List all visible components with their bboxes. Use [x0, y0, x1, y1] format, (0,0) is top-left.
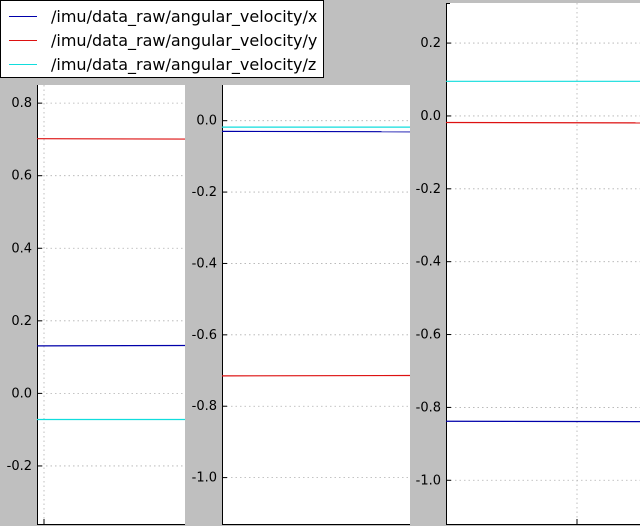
y-tick-label: 0.0 — [196, 114, 217, 129]
plot-area — [37, 85, 185, 524]
y-tick-label: -0.4 — [192, 256, 217, 271]
legend-swatch-z — [9, 63, 37, 65]
y-tick-label: -0.2 — [7, 459, 32, 474]
legend-label-x: /imu/data_raw/angular_velocity/x — [51, 6, 318, 26]
plot-area — [446, 3, 640, 524]
y-tick-label: 0.8 — [11, 96, 32, 111]
chart-panel-1: -0.2 0.0 0.2 0.4 0.6 0.8 — [7, 85, 186, 525]
legend-label-z: /imu/data_raw/angular_velocity/z — [51, 54, 317, 74]
y-tick-label: -1.0 — [192, 471, 217, 486]
y-tick-label: -0.4 — [416, 255, 441, 270]
y-tick-label: 0.6 — [11, 169, 32, 184]
y-tick-label: 0.0 — [11, 386, 32, 401]
y-tick-label: -1.0 — [416, 473, 441, 488]
y-tick-label: -0.8 — [416, 400, 441, 415]
legend-label-y: /imu/data_raw/angular_velocity/y — [51, 30, 318, 50]
legend-entry-x: /imu/data_raw/angular_velocity/x — [9, 6, 317, 26]
chart-panel-3: -1.0 -0.8 -0.6 -0.4 -0.2 0.0 0.2 — [416, 3, 640, 525]
y-tick-label: -0.6 — [192, 328, 217, 343]
plot-area — [222, 85, 410, 524]
y-tick-label: -0.6 — [416, 328, 441, 343]
legend-entry-y: /imu/data_raw/angular_velocity/y — [9, 30, 317, 50]
chart-panel-2: -1.0 -0.8 -0.6 -0.4 -0.2 0.0 — [192, 85, 411, 525]
y-tick-label: -0.2 — [416, 182, 441, 197]
legend: /imu/data_raw/angular_velocity/x /imu/da… — [0, 0, 324, 78]
legend-entry-z: /imu/data_raw/angular_velocity/z — [9, 54, 316, 74]
y-tick-label: 0.4 — [11, 241, 32, 256]
y-tick-label: 0.2 — [420, 36, 441, 51]
y-tick-label: -0.2 — [192, 185, 217, 200]
legend-swatch-y — [9, 39, 37, 41]
y-tick-label: -0.8 — [192, 399, 217, 414]
y-tick-label: 0.2 — [11, 314, 32, 329]
y-tick-label: 0.0 — [420, 109, 441, 124]
legend-swatch-x — [9, 15, 37, 17]
